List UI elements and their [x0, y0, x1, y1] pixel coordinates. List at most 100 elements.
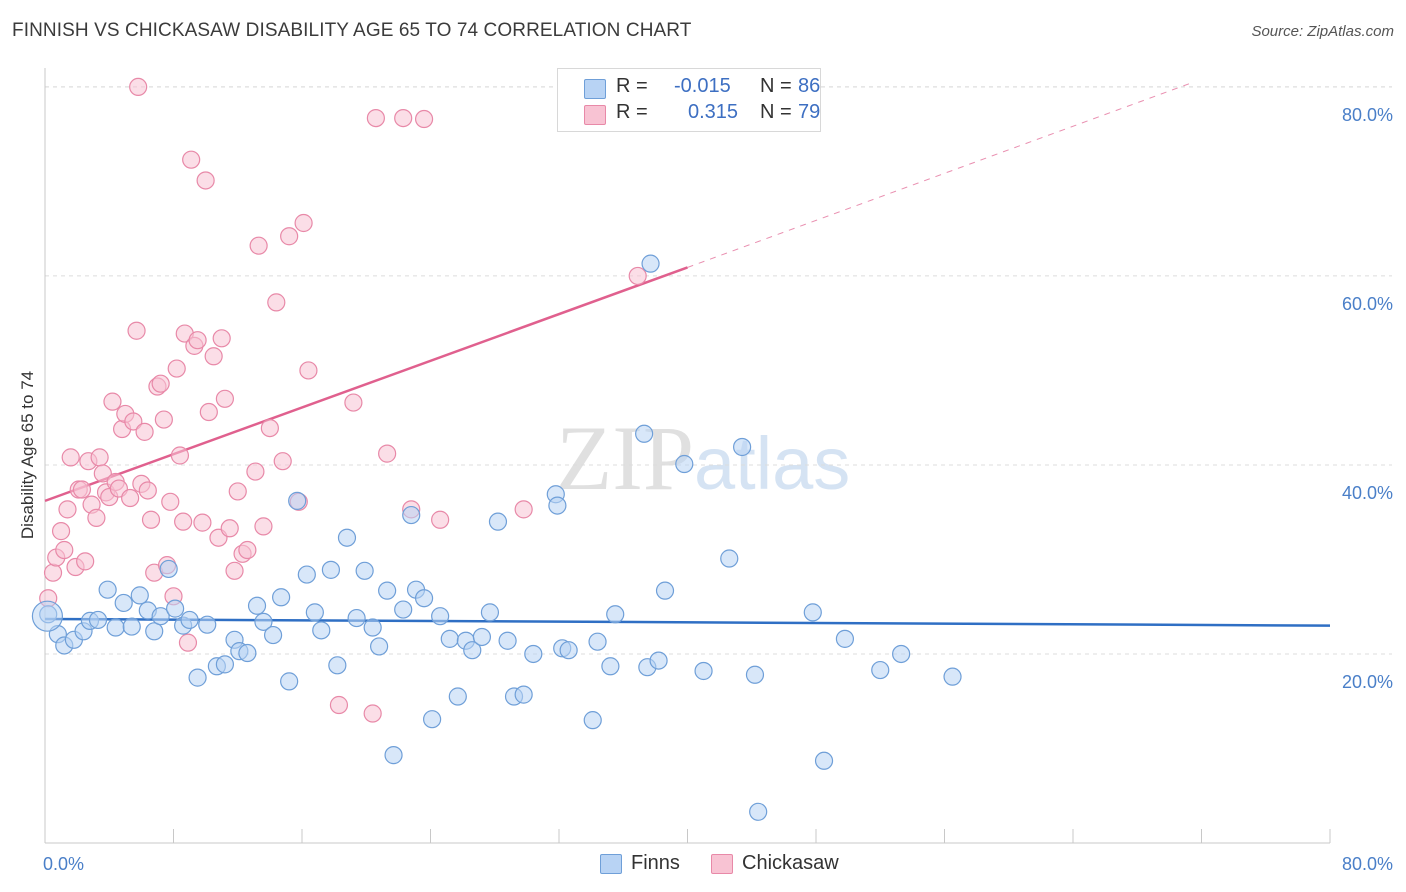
r-value: 0.315 — [688, 101, 739, 123]
chickasaw-point — [58, 500, 77, 519]
finns-point — [524, 644, 543, 664]
finns-point — [943, 667, 962, 686]
finns-trend-line — [44, 617, 1331, 627]
chickasaw-point — [225, 561, 244, 580]
trend-lines — [44, 81, 1331, 627]
n-label: N = — [760, 75, 792, 97]
chickasaw-point — [628, 266, 647, 286]
chickasaw-point — [431, 510, 450, 529]
chickasaw-point — [167, 359, 186, 378]
grid-lines — [45, 86, 1392, 655]
chickasaw-point — [414, 109, 434, 129]
finns-point — [305, 603, 324, 622]
source-credit: Source: ZipAtlas.com — [1251, 23, 1394, 40]
chickasaw-point — [135, 422, 154, 441]
chickasaw-point — [294, 213, 313, 233]
chickasaw-swatch — [584, 105, 606, 125]
finns-point — [188, 668, 207, 687]
finns-point — [448, 687, 467, 706]
finns-point — [297, 565, 316, 584]
finns-point — [145, 622, 164, 641]
chickasaw-point — [90, 448, 109, 467]
finns-swatch — [600, 854, 622, 874]
finns-point — [440, 629, 459, 648]
chickasaw-point — [127, 321, 146, 340]
finns-point — [498, 631, 517, 650]
finns-point — [215, 655, 234, 674]
r-label: R = — [616, 101, 648, 123]
chickasaw-point — [212, 329, 231, 348]
finns-point — [106, 618, 125, 637]
chickasaw-point — [366, 108, 385, 128]
finns-point — [835, 629, 855, 648]
finns-point — [814, 751, 834, 770]
finns-point — [548, 496, 567, 515]
chickasaw-point — [220, 519, 239, 538]
finns-point — [641, 254, 660, 273]
chickasaw-point — [363, 704, 382, 723]
finns-point — [514, 685, 533, 704]
finns-point — [370, 637, 389, 656]
finns-point — [472, 627, 491, 647]
chickasaw-point — [280, 227, 299, 246]
x-tick-label-max: 80.0% — [1342, 854, 1393, 874]
chickasaw-point — [154, 410, 173, 429]
chickasaw-point — [72, 480, 92, 499]
chickasaw-point — [55, 540, 74, 560]
finns-point — [583, 711, 602, 730]
finns-point — [635, 424, 654, 443]
finns-point — [649, 651, 668, 670]
finns-point — [122, 617, 141, 636]
finns-point — [247, 596, 267, 615]
y-axis-title: Disability Age 65 to 74 — [18, 371, 37, 539]
finns-point — [675, 454, 694, 474]
chickasaw-point — [344, 393, 363, 412]
chickasaw-point — [182, 150, 201, 169]
chickasaw-point — [238, 540, 257, 560]
chickasaw-point — [43, 563, 63, 582]
chickasaw-point — [228, 482, 247, 501]
n-value: 79 — [798, 101, 821, 123]
chickasaw-point — [267, 293, 286, 312]
finns-swatch — [584, 79, 606, 99]
finns-point — [180, 610, 199, 630]
x-tick-labels: 0.0% 80.0% — [43, 854, 1393, 874]
finns-point — [263, 625, 283, 645]
axes — [44, 68, 1331, 844]
y-tick-label: 40.0% — [1342, 483, 1393, 503]
finns-point — [414, 589, 434, 608]
finns-point — [871, 660, 890, 680]
legend-label-finns: Finns — [631, 852, 680, 874]
finns-point — [394, 600, 413, 619]
chickasaw-point — [215, 389, 234, 408]
chickasaw-point — [193, 513, 212, 532]
finns-point — [166, 599, 185, 618]
finns-point — [402, 505, 421, 525]
chickasaw-point — [199, 402, 218, 422]
chickasaw-point — [161, 492, 180, 511]
finns-point — [238, 643, 257, 663]
finns-point — [159, 559, 178, 579]
finns-point — [463, 641, 482, 660]
finns-point — [288, 491, 307, 510]
chickasaw-point — [61, 448, 80, 467]
finns-point — [733, 437, 752, 457]
y-tick-labels: 20.0% 40.0% 60.0% 80.0% — [1342, 105, 1393, 692]
finns-point — [488, 512, 508, 531]
chickasaw-point — [129, 77, 148, 97]
chickasaw-point — [93, 464, 112, 483]
data-points — [31, 77, 962, 821]
finns-point — [694, 661, 713, 681]
finns-point — [198, 615, 217, 634]
watermark-atlas: atlas — [694, 422, 851, 505]
finns-point — [347, 608, 366, 628]
n-label: N = — [760, 101, 792, 123]
chickasaw-point — [121, 488, 140, 508]
chickasaw-point — [260, 418, 279, 438]
chickasaw-point — [196, 171, 215, 190]
watermark-zip: ZIP — [556, 407, 694, 509]
chickasaw-point — [254, 517, 273, 536]
finns-point — [384, 746, 403, 765]
finns-point — [745, 665, 765, 684]
finns-point — [749, 802, 768, 821]
